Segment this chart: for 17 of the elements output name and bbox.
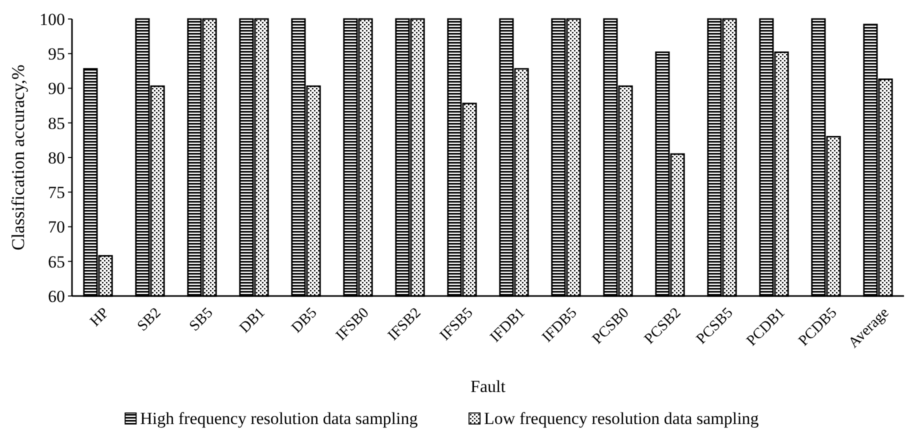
y-tick-label: 75 (48, 183, 65, 202)
x-tick-label: DB1 (236, 304, 268, 336)
x-tick-label: HP (87, 304, 112, 330)
y-tick-label: 100 (40, 10, 65, 29)
legend-label: High frequency resolution data sampling (140, 409, 418, 428)
y-tick-label: 70 (48, 218, 65, 237)
x-tick-label: SB5 (186, 304, 216, 335)
y-axis-title: Classification accuracy,% (8, 64, 28, 250)
x-axis-title: Fault (470, 377, 506, 396)
y-tick-label: 95 (48, 44, 65, 64)
y-tick-label: 85 (48, 114, 65, 133)
y-tick-label: 90 (48, 79, 65, 98)
y-tick-label: 65 (48, 252, 65, 272)
x-tick-label: SB2 (134, 304, 164, 335)
y-tick-label: 60 (48, 286, 65, 306)
y-tick-label: 80 (48, 148, 65, 168)
legend-label: Low frequency resolution data sampling (484, 409, 760, 428)
